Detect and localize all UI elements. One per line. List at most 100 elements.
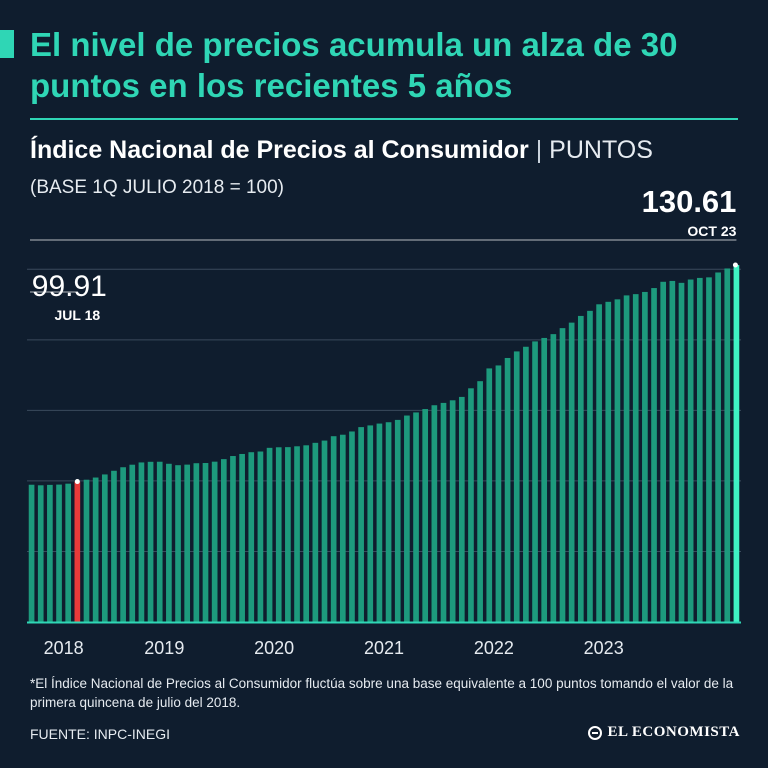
headline: El nivel de precios acumula un alza de 3… — [30, 26, 678, 104]
headline-accent-block — [0, 30, 14, 58]
bar — [605, 301, 612, 622]
bar — [266, 447, 273, 622]
bar — [312, 442, 319, 622]
bar — [211, 461, 218, 622]
bar — [687, 279, 694, 622]
bar — [56, 484, 62, 622]
bar — [349, 431, 355, 622]
bar — [37, 485, 44, 622]
x-tick-label: 2018 — [44, 638, 84, 658]
bar — [550, 334, 557, 622]
chart-title-separator: | — [535, 136, 543, 164]
bar — [632, 294, 639, 622]
bar — [74, 481, 81, 622]
chart-title: Índice Nacional de Precios al Consumidor — [30, 136, 529, 164]
annotation-label: JUL 18 — [55, 307, 101, 323]
bar — [358, 427, 364, 622]
el-economista-logo-icon — [587, 725, 602, 740]
bar — [275, 447, 282, 622]
chart-title-row: Índice Nacional de Precios al Consumidor… — [30, 134, 750, 166]
bar — [715, 272, 721, 622]
bar — [156, 461, 163, 622]
bar — [65, 483, 72, 622]
bar — [184, 464, 191, 622]
bar — [660, 281, 667, 622]
bar — [120, 467, 126, 622]
bar — [138, 462, 145, 622]
x-tick-label: 2022 — [474, 638, 514, 658]
bar — [321, 440, 328, 622]
bar — [285, 447, 291, 622]
bar — [92, 477, 99, 622]
x-tick-label: 2019 — [144, 638, 184, 658]
bar — [486, 368, 493, 622]
bar — [623, 295, 630, 622]
bar — [83, 479, 90, 622]
bar — [394, 419, 401, 622]
bar — [202, 463, 209, 622]
bar — [175, 465, 181, 622]
bar — [495, 365, 502, 622]
bar — [166, 463, 172, 622]
bar — [367, 425, 374, 622]
bar — [577, 315, 584, 622]
headline-divider — [30, 118, 738, 120]
bar — [468, 388, 474, 622]
annotation-value: 99.91 — [32, 270, 107, 303]
bar — [706, 277, 712, 622]
x-tick-label: 2020 — [254, 638, 294, 658]
bar — [440, 402, 447, 622]
bar — [733, 265, 740, 622]
bar — [724, 268, 731, 622]
chart-subtitle: (BASE 1Q JULIO 2018 = 100) — [30, 177, 284, 198]
footnote: *El Índice Nacional de Precios al Consum… — [30, 676, 734, 710]
bar — [642, 291, 648, 622]
bar — [541, 337, 548, 622]
bar — [568, 322, 575, 622]
bar — [614, 299, 621, 622]
bar — [651, 288, 657, 622]
bar — [477, 381, 483, 622]
bar — [294, 446, 300, 622]
bar — [147, 461, 154, 622]
bar — [669, 280, 676, 622]
bar — [376, 423, 383, 622]
bar — [101, 474, 108, 622]
bar — [422, 409, 429, 622]
x-tick-label: 2023 — [584, 638, 624, 658]
bar — [248, 452, 255, 622]
chart-unit: PUNTOS — [549, 136, 653, 164]
bar — [339, 434, 346, 622]
bar — [193, 463, 200, 622]
bar — [532, 341, 538, 622]
bar — [385, 422, 392, 622]
annotation-label: OCT 23 — [687, 223, 736, 239]
annotation-marker — [732, 262, 738, 268]
annotation-value: 130.61 — [642, 184, 737, 219]
x-tick-label: 2021 — [364, 638, 404, 658]
bar — [458, 396, 465, 622]
bar — [111, 470, 117, 622]
bar — [129, 464, 136, 622]
bar — [239, 453, 245, 622]
bar — [523, 346, 529, 622]
annotation-marker — [74, 479, 80, 485]
bar — [330, 436, 337, 622]
bar — [696, 277, 703, 622]
bar — [559, 328, 566, 622]
bar — [596, 304, 602, 622]
bar — [678, 282, 685, 622]
brand-name: EL ECONOMISTA — [607, 724, 740, 740]
bar — [504, 357, 511, 622]
bar — [230, 456, 236, 622]
bar — [28, 484, 35, 622]
bar — [220, 459, 227, 622]
bar — [303, 445, 310, 622]
source-text: FUENTE: INPC-INEGI — [30, 726, 171, 742]
bar — [431, 405, 438, 622]
bar — [404, 415, 410, 622]
bar — [449, 400, 456, 622]
bar — [587, 310, 593, 622]
bar — [513, 351, 520, 622]
